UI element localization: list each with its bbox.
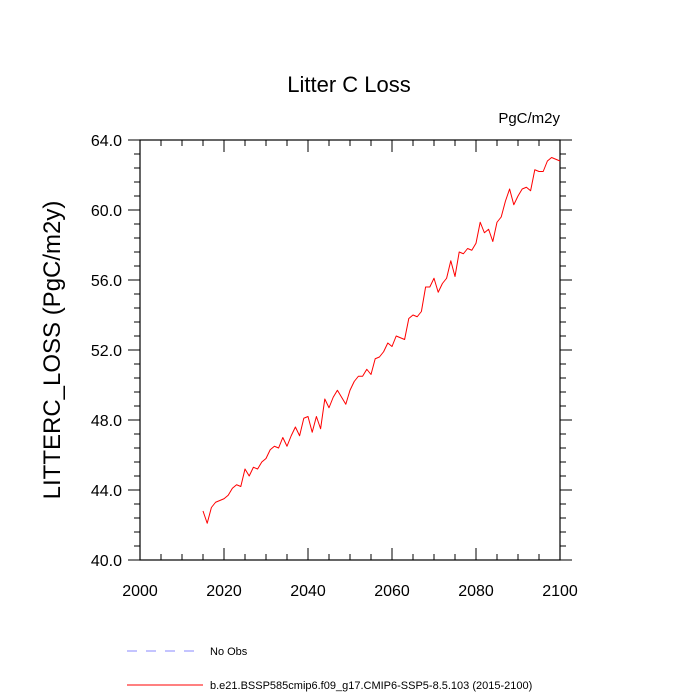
y-tick-label: 60.0 (91, 203, 122, 220)
x-tick-label: 2100 (542, 583, 578, 600)
y-tick-label: 64.0 (91, 133, 122, 150)
y-tick-label: 44.0 (91, 483, 122, 500)
legend-label-series: b.e21.BSSP585cmip6.f09_g17.CMIP6-SSP5-8.… (210, 680, 532, 692)
x-tick-label: 2000 (122, 583, 158, 600)
data-series (202, 157, 561, 524)
y-tick-label: 52.0 (91, 343, 122, 360)
y-tick-label: 56.0 (91, 273, 122, 290)
axis-tick-labels: 2000 2020 2040 2060 2080 2100 40.0 44.0 48.0 52.0… (91, 133, 578, 600)
units-label: PgC/m2y (498, 110, 560, 127)
chart-title: Litter C Loss (287, 72, 411, 97)
x-tick-label: 2040 (290, 583, 326, 600)
plot-frame (139, 139, 561, 561)
y-tick-label: 40.0 (91, 553, 122, 570)
x-tick-label: 2060 (374, 583, 410, 600)
y-tick-label: 48.0 (91, 413, 122, 430)
x-tick-label: 2020 (206, 583, 242, 600)
axis-ticks (128, 139, 572, 561)
y-axis-label: LITTERC_LOSS (PgC/m2y) (39, 201, 66, 500)
legend: No Obs b.e21.BSSP585cmip6.f09_g17.CMIP6-S… (127, 646, 532, 692)
legend-label-no-obs: No Obs (210, 646, 248, 658)
x-tick-label: 2080 (458, 583, 494, 600)
series-line (202, 157, 561, 524)
